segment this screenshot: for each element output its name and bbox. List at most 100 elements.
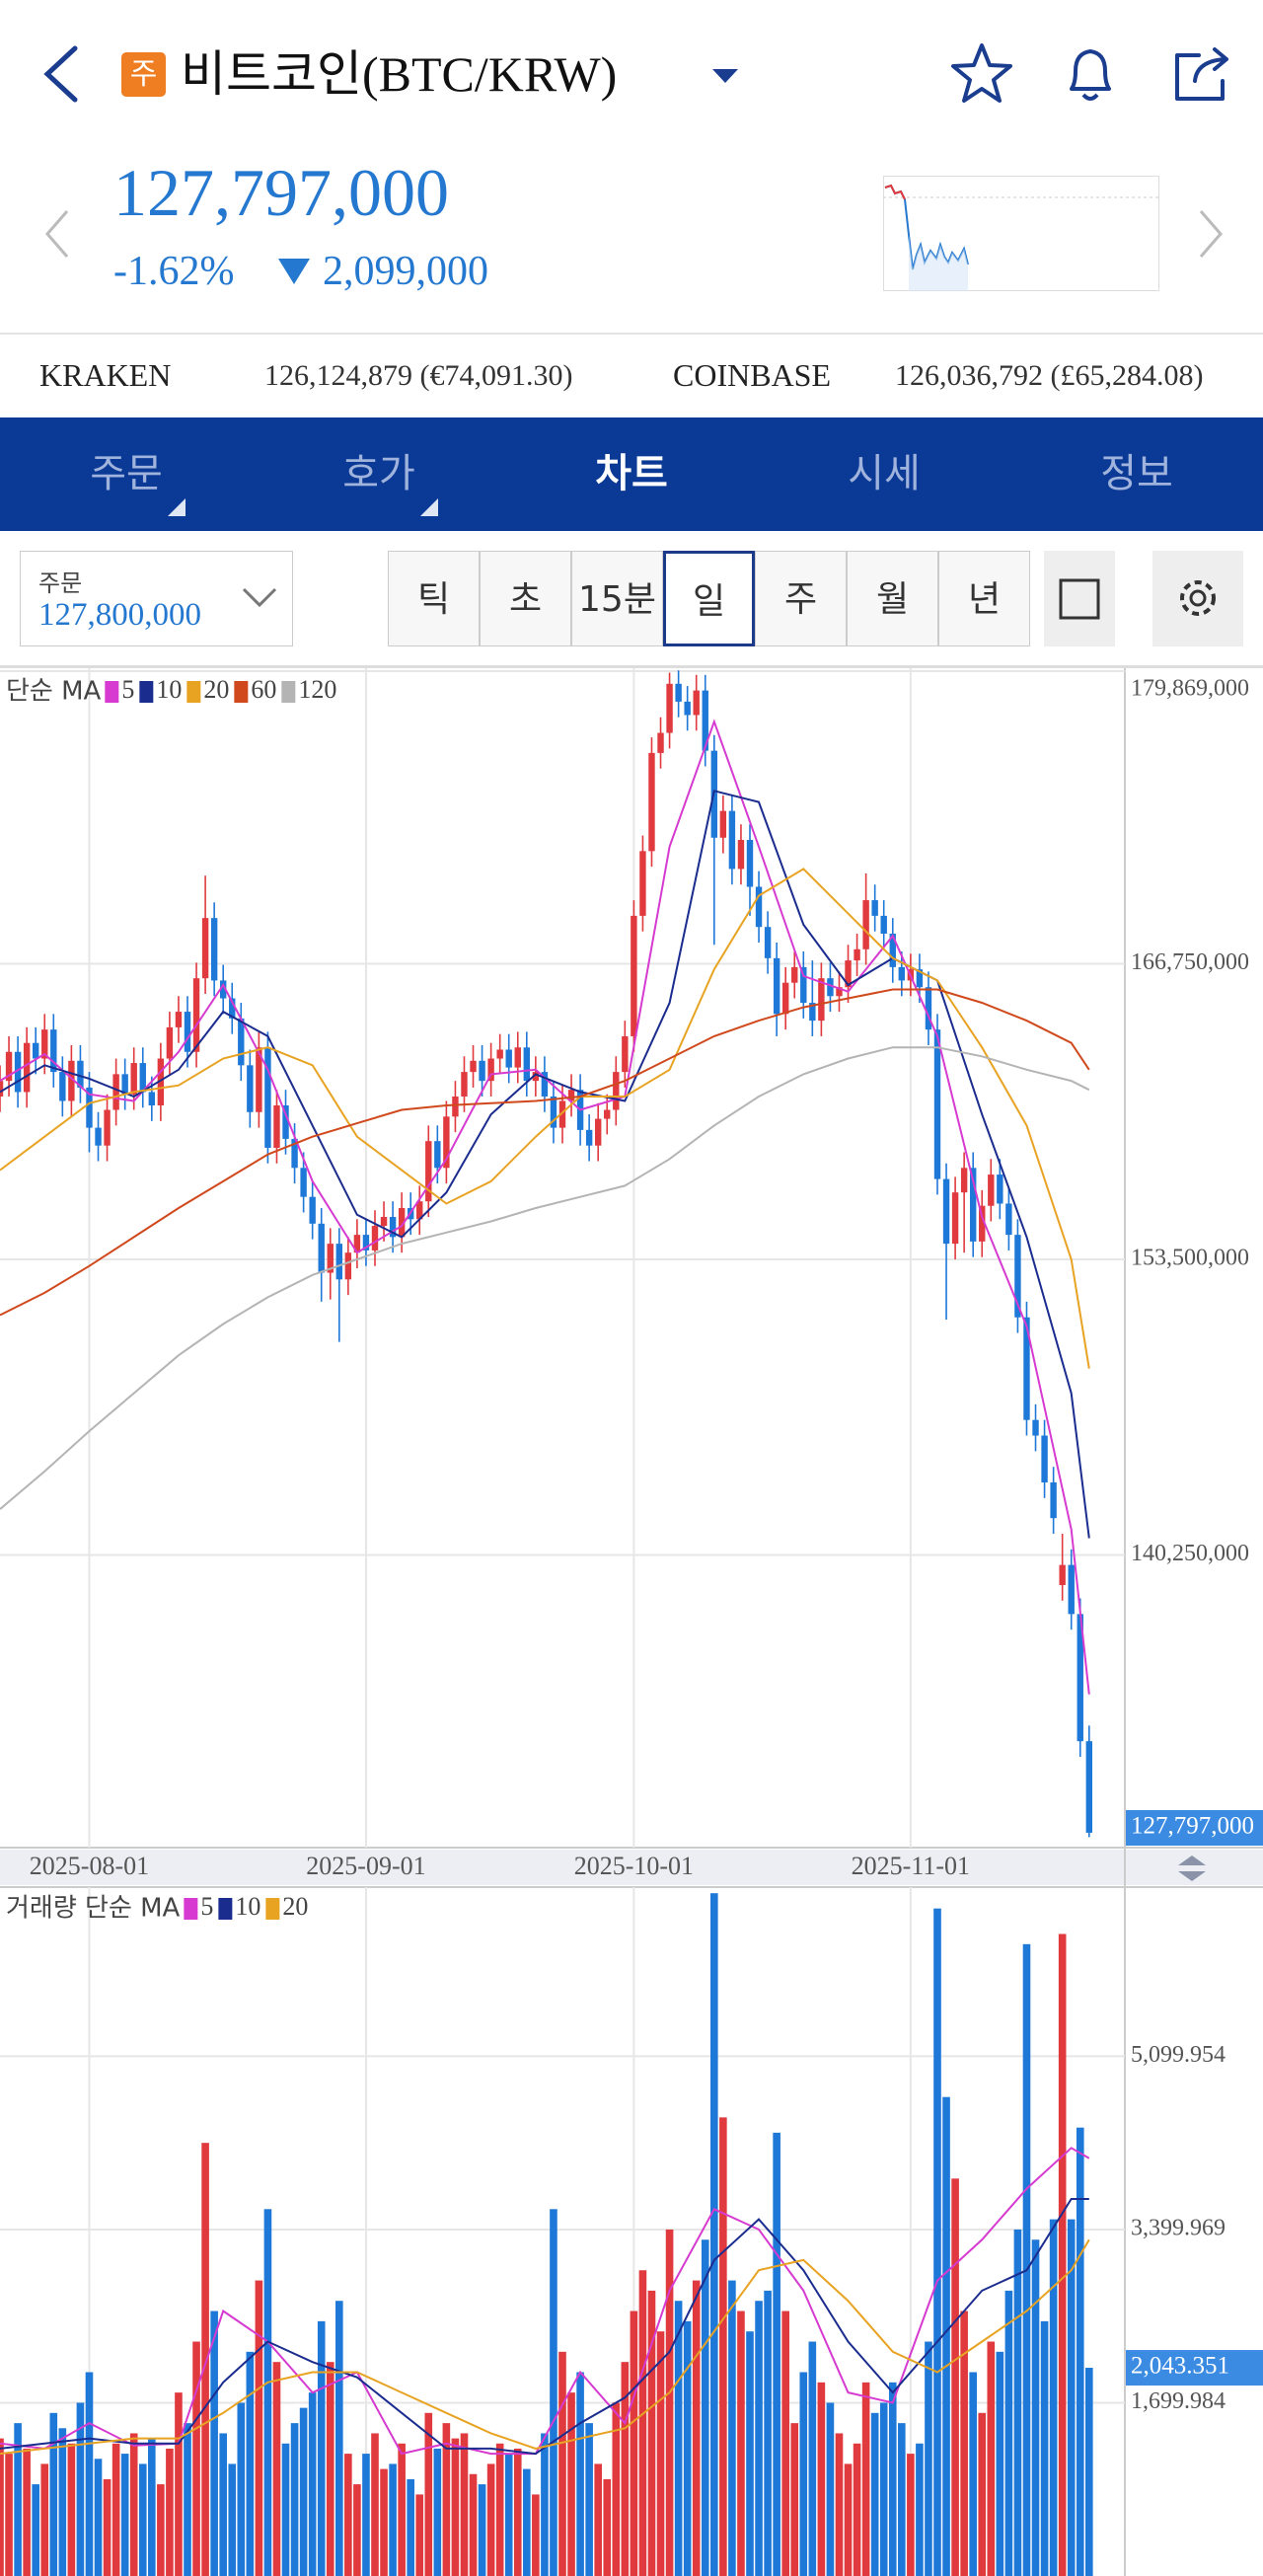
- tab[interactable]: 정보: [1100, 451, 1173, 496]
- ma-line: [0, 2238, 1090, 2456]
- candle-body: [1032, 1419, 1039, 1436]
- back-button[interactable]: [39, 44, 84, 104]
- volume-bar: [692, 2280, 701, 2576]
- candle-body: [425, 1141, 432, 1202]
- tab[interactable]: 호가: [342, 451, 415, 496]
- volume-bar: [576, 2372, 584, 2576]
- candle-body: [247, 1065, 254, 1112]
- tab-corner: [420, 498, 438, 516]
- volume-bar: [630, 2311, 638, 2576]
- x-tick-label: 2025-10-01: [574, 1852, 694, 1880]
- divider: [0, 333, 1263, 335]
- next-button[interactable]: [1197, 209, 1225, 259]
- volume-bar: [710, 1893, 718, 2576]
- volume-bar: [290, 2423, 299, 2576]
- ma-line: [0, 988, 1090, 1317]
- candle-body: [318, 1223, 325, 1273]
- candle-body: [1059, 1564, 1066, 1585]
- volume-bar: [987, 2341, 996, 2576]
- candle-body: [951, 1192, 959, 1245]
- volume-bar: [415, 2494, 424, 2576]
- candle-body: [845, 960, 852, 988]
- volume-bar: [371, 2433, 379, 2576]
- period-button[interactable]: 년: [938, 551, 1030, 646]
- y-tick-label: 5,099.954: [1131, 2042, 1226, 2068]
- legend-title: 거래량 단순 MA: [6, 1894, 181, 1924]
- candle-body: [166, 1026, 174, 1059]
- order-box[interactable]: 주문 127,800,000: [20, 551, 293, 646]
- period-button[interactable]: 일: [663, 551, 755, 646]
- volume-bar: [281, 2443, 290, 2576]
- dropdown-arrow[interactable]: [710, 67, 740, 85]
- tab[interactable]: 차트: [595, 451, 668, 496]
- ma-line: [0, 790, 1090, 1539]
- volume-bar: [603, 2478, 612, 2576]
- volume-bar: [861, 2382, 870, 2576]
- candle-body: [452, 1096, 459, 1117]
- volume-bar: [148, 2438, 156, 2576]
- period-button[interactable]: 초: [480, 551, 571, 646]
- volume-bar: [67, 2443, 76, 2576]
- candle-body: [719, 810, 727, 838]
- candle-body: [854, 948, 860, 961]
- prev-button[interactable]: [43, 209, 71, 259]
- candle-body: [969, 1168, 977, 1242]
- volume-bar: [175, 2392, 183, 2576]
- period-button[interactable]: 월: [847, 551, 938, 646]
- period-button[interactable]: 주: [755, 551, 847, 646]
- ma-line: [0, 719, 1090, 1695]
- share-icon[interactable]: [1169, 41, 1234, 107]
- resize-arrow-up: [1178, 1856, 1206, 1865]
- favorite-icon[interactable]: [949, 41, 1014, 107]
- legend-swatch: [139, 681, 154, 703]
- candle-body: [1005, 1203, 1012, 1236]
- volume-bar: [495, 2443, 504, 2576]
- volume-bar: [344, 2454, 352, 2576]
- tab[interactable]: 시세: [848, 451, 921, 496]
- legend-label: 5: [200, 1892, 213, 1921]
- candle-body: [942, 1178, 950, 1245]
- candle-body: [737, 840, 745, 870]
- volume-bar: [192, 2341, 200, 2576]
- candle-body: [541, 1072, 549, 1097]
- legend-swatch: [105, 681, 119, 703]
- period-button[interactable]: 틱: [388, 551, 480, 646]
- candle-body: [479, 1060, 485, 1082]
- volume-bar: [23, 2448, 31, 2576]
- volume-bar: [478, 2484, 486, 2576]
- coin-title[interactable]: 비트코인(BTC/KRW): [181, 46, 618, 102]
- volume-bar: [1031, 2239, 1040, 2576]
- candle-body: [889, 933, 896, 967]
- candle-body: [880, 915, 887, 934]
- candle-body: [32, 1042, 39, 1059]
- volume-bar: [826, 2402, 835, 2576]
- candle-body: [585, 1129, 593, 1146]
- candle-body: [648, 752, 655, 852]
- period-button[interactable]: 15분: [571, 551, 663, 646]
- volume-bar: [683, 2320, 692, 2576]
- candle-body: [764, 927, 772, 958]
- candle-body: [487, 1058, 494, 1082]
- alarm-icon[interactable]: [1058, 41, 1123, 107]
- candle-body: [112, 1074, 119, 1110]
- volume-bar: [0, 2438, 4, 2576]
- last-value-label: 127,797,000: [1131, 1813, 1254, 1840]
- volume-bar: [728, 2280, 736, 2576]
- settings-button[interactable]: [1152, 551, 1243, 646]
- volume-bar: [246, 2351, 255, 2576]
- volume-bar: [219, 2433, 227, 2576]
- divider: [0, 665, 1263, 668]
- candle-body: [818, 978, 825, 1022]
- legend-swatch: [281, 681, 296, 703]
- volume-bar: [755, 2301, 763, 2576]
- candle-body: [523, 1047, 531, 1082]
- volume-bar: [504, 2454, 513, 2576]
- volume-bar: [960, 2311, 968, 2576]
- tab[interactable]: 주문: [90, 451, 163, 496]
- volume-bar: [951, 2178, 959, 2576]
- volume-bar: [460, 2433, 469, 2576]
- drawing-button[interactable]: [1044, 551, 1115, 646]
- volume-bar: [380, 2468, 388, 2576]
- candle-body: [657, 732, 664, 753]
